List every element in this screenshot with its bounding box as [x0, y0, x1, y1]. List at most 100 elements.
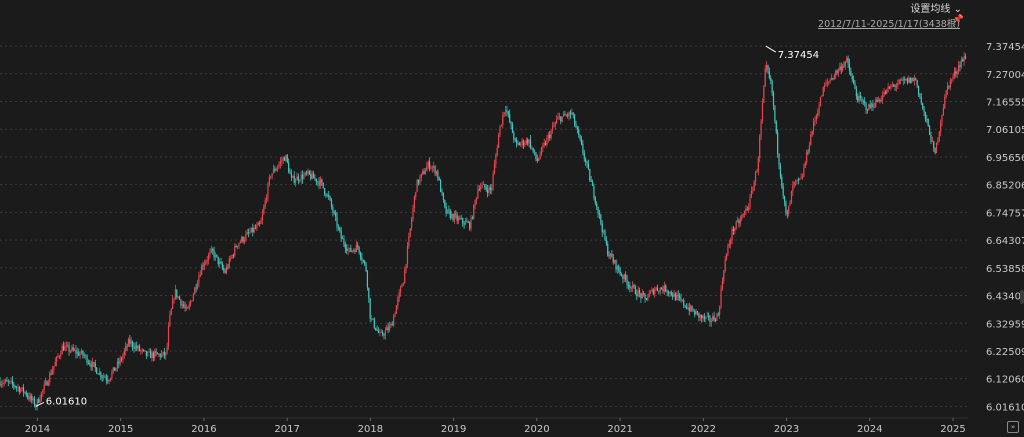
candle-body [134, 345, 136, 349]
candle-body [812, 121, 815, 132]
candle-body [398, 292, 400, 299]
candle-body [477, 189, 479, 198]
candle-body [665, 285, 667, 292]
candle-body [772, 92, 775, 106]
date-range-info[interactable]: 2012/7/11-2025/1/17(3438根) [818, 19, 960, 30]
candle-body [589, 169, 591, 181]
candle-body [759, 136, 761, 159]
candle-body [9, 381, 11, 382]
side-panel-handle[interactable] [1020, 290, 1024, 304]
candle-body [647, 297, 649, 301]
candle-body [310, 174, 312, 179]
candle-body [771, 80, 773, 93]
candle-body [481, 185, 483, 188]
candle-body [434, 166, 436, 174]
candle-body [176, 289, 178, 298]
candle-body [152, 352, 154, 358]
candle-body [480, 187, 482, 190]
candle-body [319, 179, 322, 186]
x-tick-label: 2014 [25, 424, 50, 435]
candle-body [615, 260, 617, 270]
candle-body [529, 139, 532, 148]
candle-body [619, 270, 621, 275]
y-tick-label: 7.16555 [986, 98, 1024, 109]
candle-body [42, 389, 44, 393]
candle-body [209, 252, 211, 255]
candle-body [76, 351, 78, 354]
candle-body [941, 115, 943, 123]
candle-body [544, 143, 547, 145]
candle-body [565, 115, 567, 117]
ma-setting-dropdown[interactable]: 设置均线 ⌄ [910, 0, 962, 15]
candle-body [340, 230, 342, 239]
candle-body [28, 396, 30, 400]
candle-body [243, 239, 246, 242]
candle-body [738, 220, 740, 224]
candle-body [870, 103, 873, 108]
candle-body [857, 96, 859, 102]
candle-body [670, 291, 672, 295]
candle-body [191, 300, 193, 302]
candle-body [648, 293, 650, 298]
candle-body [373, 319, 375, 328]
candle-body [452, 213, 454, 220]
candle-body [888, 86, 891, 89]
candle-body [368, 287, 370, 299]
candle-body [547, 134, 549, 138]
candle-body [770, 77, 772, 81]
candle-body [318, 181, 320, 186]
candle-body [123, 350, 125, 356]
candle-body [341, 238, 344, 240]
candle-body [236, 246, 239, 248]
candle-body [0, 381, 1, 386]
candle-body [225, 266, 228, 273]
candle-body [353, 249, 355, 251]
candle-body [594, 197, 596, 204]
candle-body [662, 289, 664, 292]
candle-body [399, 287, 402, 293]
candle-body [898, 80, 900, 84]
candle-body [768, 71, 770, 78]
candle-body [904, 79, 906, 81]
candle-body [13, 383, 15, 387]
candle-body [895, 85, 898, 87]
candle-body [912, 78, 914, 81]
double-chevron-right-icon[interactable]: » [1007, 421, 1019, 433]
candle-body [387, 327, 389, 331]
candle-body [459, 218, 461, 220]
candle-body [7, 381, 9, 383]
candle-body [542, 145, 544, 148]
candle-body [361, 257, 363, 261]
candle-body [307, 170, 309, 174]
candle-body [837, 69, 840, 74]
candle-body [145, 351, 148, 356]
candle-body [683, 299, 685, 306]
candle-body [553, 125, 555, 127]
candle-body [202, 265, 204, 267]
candle-body [604, 230, 606, 240]
candle-body [445, 206, 447, 214]
candle-body [386, 327, 388, 331]
candle-body [408, 236, 410, 247]
candle-body [739, 219, 741, 224]
candle-body [824, 85, 826, 88]
candle-body [513, 132, 515, 140]
candle-body [625, 274, 627, 280]
candle-body [358, 246, 360, 253]
candle-body [111, 372, 113, 379]
candle-body [234, 246, 236, 256]
candle-body [832, 78, 834, 79]
candle-body [800, 177, 802, 179]
candle-body [916, 80, 918, 86]
candle-body [532, 147, 534, 152]
candle-body [503, 112, 505, 116]
candle-body [942, 108, 945, 116]
candle-body [614, 260, 616, 263]
candle-body [554, 122, 556, 126]
candle-body [703, 315, 706, 319]
candle-body [154, 351, 156, 358]
pin-icon[interactable]: 📌 [952, 15, 964, 25]
candle-body [551, 126, 554, 131]
candle-body [372, 318, 374, 320]
